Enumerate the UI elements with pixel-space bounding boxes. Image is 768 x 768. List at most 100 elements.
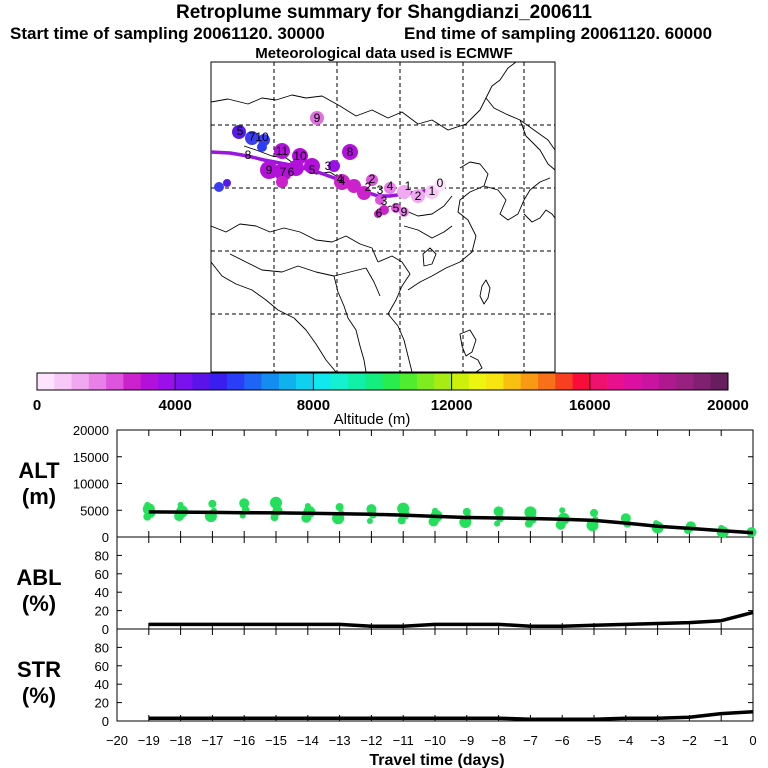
colorbar-cell xyxy=(209,373,228,390)
trajectory-day-label: 9 xyxy=(266,163,273,177)
cluster-marker xyxy=(434,179,446,191)
altitude-cluster-point xyxy=(208,499,217,508)
colorbar-cell xyxy=(624,373,642,390)
colorbar-cell xyxy=(157,373,176,390)
panel-ylabel: ABL xyxy=(16,565,61,590)
x-tick-label: −15 xyxy=(265,733,287,748)
colorbar-cell xyxy=(244,373,262,390)
trajectory-day-label: 1 xyxy=(429,184,436,198)
altitude-cluster-point xyxy=(590,508,598,517)
colorbar-cell xyxy=(555,373,573,390)
abl-panel-frame xyxy=(116,536,754,630)
trajectory-day-label: 5 xyxy=(309,163,316,177)
x-tick-label: −3 xyxy=(650,733,665,748)
trajectory-day-label: 10 xyxy=(293,149,307,163)
altitude-colorbar: 0 4000 8000 12000 16000 20000 Altitude (m) xyxy=(33,372,749,428)
trajectory-day-label: 4 xyxy=(387,179,394,193)
altitude-cluster-point xyxy=(143,512,152,521)
altitude-cluster-point xyxy=(428,516,439,527)
altitude-cluster-point xyxy=(494,520,501,527)
x-tick-label: −17 xyxy=(201,733,223,748)
trajectory-day-label: 6 xyxy=(288,165,295,179)
colorbar-ticks: 0 4000 8000 12000 16000 20000 xyxy=(33,373,749,414)
colorbar-tick-label: 0 xyxy=(33,397,41,414)
colorbar-cell xyxy=(347,373,366,390)
colorbar-cell xyxy=(123,373,141,390)
cluster-marker xyxy=(260,161,278,179)
y-tick-label: 60 xyxy=(95,659,109,674)
cluster-marker xyxy=(304,158,320,174)
alt-panel: 0 5000 10000 15000 20000 ALT(m) xyxy=(18,423,757,545)
x-tick-label: −6 xyxy=(555,733,570,748)
x-axis-title: Travel time (days) xyxy=(369,752,504,768)
y-tick-label: 60 xyxy=(95,567,109,582)
figure-title: Retroplume summary for Shangdianzi_20061… xyxy=(175,2,593,23)
altitude-cluster-point xyxy=(555,519,566,530)
trajectory-day-label: 4 xyxy=(339,174,346,188)
colorbar-cell xyxy=(71,373,90,390)
trajectory-day-label: 3 xyxy=(377,183,384,197)
cluster-marker xyxy=(274,163,292,181)
colorbar-cell xyxy=(227,373,245,390)
str-panel-frame xyxy=(116,628,754,722)
cluster-marker xyxy=(399,207,409,217)
x-tick-label: −1 xyxy=(714,733,729,748)
x-tick-label: −5 xyxy=(587,733,602,748)
y-tick-label: 0 xyxy=(102,714,109,729)
colorbar-cell xyxy=(88,373,107,390)
colorbar-cell xyxy=(607,373,625,390)
y-tick-label: 20 xyxy=(95,604,109,619)
y-tick-label: 80 xyxy=(95,548,109,563)
colorbar-cell xyxy=(365,373,383,390)
panel-ylabel: (%) xyxy=(22,683,56,708)
cluster-marker xyxy=(232,125,246,139)
colorbar-cell xyxy=(676,373,694,390)
panel-ylabel: (%) xyxy=(22,591,56,616)
altitude-cluster-point xyxy=(270,496,282,509)
colorbar-cell xyxy=(106,373,124,390)
cluster-marker xyxy=(276,176,288,188)
altitude-cluster-point xyxy=(559,507,566,514)
figure-header: Retroplume summary for Shangdianzi_20061… xyxy=(0,0,768,62)
cluster-marker xyxy=(366,174,378,186)
cluster-marker xyxy=(375,195,385,205)
trajectory-day-label: 6 xyxy=(376,206,383,220)
trajectory-day-label: 7 xyxy=(249,130,256,144)
trajectory-clusters xyxy=(214,111,446,218)
alt-series-line xyxy=(148,510,754,535)
altitude-cluster-point xyxy=(366,517,373,524)
cluster-marker xyxy=(288,160,304,176)
colorbar-tick-label: 12000 xyxy=(431,397,473,414)
trajectory-day-label: 1 xyxy=(405,179,412,193)
trajectory-day-label: 7 xyxy=(280,165,287,179)
colorbar-cell xyxy=(589,373,608,390)
colorbar-cell xyxy=(313,373,331,390)
colorbar-cell xyxy=(468,373,487,390)
x-tick-label: −11 xyxy=(393,733,414,748)
colorbar-cell xyxy=(261,373,280,390)
colorbar-cell xyxy=(434,373,452,390)
trajectory-day-label: 11 xyxy=(276,144,289,158)
colorbar-cell xyxy=(417,373,435,390)
str-panel: 0 20 40 60 80 STR(%) xyxy=(17,629,754,729)
panel-ylabel: (m) xyxy=(22,484,56,509)
cluster-marker xyxy=(214,182,224,192)
trajectory-day-label: 9 xyxy=(314,111,321,125)
x-tick-label: −13 xyxy=(329,733,351,748)
cluster-marker xyxy=(328,160,340,172)
colorbar-cell xyxy=(330,373,349,390)
y-tick-label: 20000 xyxy=(73,423,109,438)
y-tick-label: 5000 xyxy=(80,503,109,518)
x-tick-label: −8 xyxy=(491,733,506,748)
trajectory-day-label: 2 xyxy=(369,172,376,186)
cluster-marker xyxy=(391,203,401,213)
cluster-marker xyxy=(245,131,259,145)
colorbar-cell xyxy=(399,373,418,390)
cluster-marker xyxy=(397,185,411,199)
altitude-cluster-point xyxy=(397,516,406,525)
altitude-cluster-point xyxy=(301,512,312,523)
cluster-marker xyxy=(347,179,361,193)
colorbar-tick-label: 16000 xyxy=(569,397,611,414)
colorbar-tick-label: 8000 xyxy=(297,397,330,414)
cluster-marker xyxy=(357,186,371,200)
